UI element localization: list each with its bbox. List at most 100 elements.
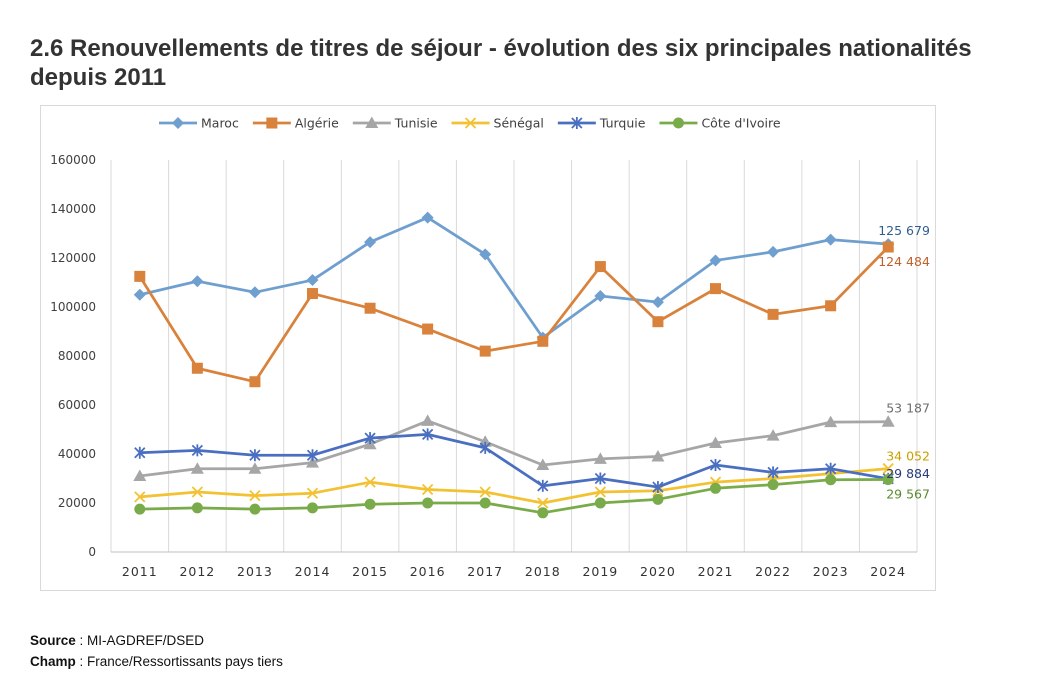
- champ-line: Champ : France/Ressortissants pays tiers: [30, 654, 283, 669]
- data-point: [364, 476, 376, 488]
- data-point: [537, 479, 549, 492]
- data-point: [537, 507, 549, 519]
- series-alg-rie: [134, 241, 894, 388]
- x-tick-label: 2014: [295, 564, 331, 579]
- end-label: 53 187: [886, 401, 930, 416]
- data-point: [134, 446, 146, 459]
- data-point: [594, 497, 606, 509]
- data-point: [307, 288, 318, 300]
- legend-label: Sénégal: [494, 116, 544, 131]
- x-tick-label: 2019: [582, 564, 618, 579]
- data-point: [825, 462, 837, 475]
- legend-label: Algérie: [295, 116, 339, 131]
- y-tick-label: 120000: [50, 251, 96, 265]
- data-point: [306, 487, 319, 499]
- data-point-stroke: [134, 491, 146, 503]
- data-point-stroke: [364, 476, 376, 488]
- data-point: [882, 241, 894, 253]
- data-point: [594, 486, 606, 498]
- legend-item: Tunisie: [352, 116, 438, 131]
- data-point: [364, 498, 376, 510]
- data-point: [479, 248, 492, 261]
- data-point: [191, 502, 203, 514]
- data-point: [594, 261, 606, 273]
- data-point: [824, 415, 838, 428]
- data-point: [249, 376, 261, 388]
- legend-item: Côte d'Ivoire: [659, 116, 781, 131]
- data-point: [710, 482, 721, 494]
- series-line: [138, 433, 890, 489]
- end-label: 124 484: [878, 254, 930, 269]
- data-point: [767, 308, 779, 320]
- legend-label: Turquie: [599, 116, 646, 131]
- data-point: [249, 503, 261, 515]
- data-point: [537, 335, 549, 347]
- x-tick-label: 2013: [237, 564, 273, 579]
- data-point: [248, 462, 262, 474]
- data-point: [134, 270, 146, 282]
- series-c-te-d-ivoire: [134, 474, 894, 519]
- data-point-stroke: [464, 117, 477, 129]
- series-line: [138, 216, 890, 339]
- data-point: [364, 236, 377, 249]
- y-tick-label: 0: [88, 545, 96, 559]
- data-point: [421, 211, 434, 224]
- data-point: [536, 458, 550, 471]
- data-point: [266, 117, 278, 129]
- data-point: [306, 456, 319, 468]
- data-point: [651, 296, 664, 309]
- data-point: [479, 441, 491, 454]
- end-label: 34 052: [886, 449, 930, 464]
- series-tunisie: [133, 414, 895, 482]
- legend-item: Algérie: [252, 116, 339, 131]
- x-tick-label: 2017: [467, 564, 503, 579]
- axes: 0 20000 40000 60000 80000 100000 120000 140000 1…: [50, 153, 917, 579]
- data-point: [190, 462, 204, 474]
- x-tick-label: 2018: [525, 564, 561, 579]
- series-line: [138, 245, 890, 384]
- data-point-stroke: [882, 462, 894, 475]
- series-line: [138, 419, 890, 478]
- data-point: [652, 316, 664, 328]
- data-point: [593, 452, 607, 464]
- legend-item: Maroc: [159, 116, 239, 131]
- x-tick-label: 2024: [870, 564, 906, 579]
- data-point: [882, 462, 894, 475]
- series-line: [138, 478, 890, 515]
- data-point: [422, 323, 434, 335]
- data-point: [422, 483, 434, 496]
- x-tick-label: 2023: [813, 564, 849, 579]
- data-point: [249, 449, 261, 462]
- legend-item: Sénégal: [451, 116, 544, 131]
- x-tick-label: 2021: [698, 564, 734, 579]
- line-chart: Maroc Algérie Tunisie Sénégal Turquie Côte d'…: [50, 116, 930, 580]
- champ-text: France/Ressortissants pays tiers: [87, 654, 283, 669]
- data-point: [248, 286, 261, 299]
- data-point: [172, 117, 184, 129]
- data-point: [652, 481, 664, 494]
- data-point-stroke: [537, 497, 549, 509]
- champ-label: Champ: [30, 654, 76, 669]
- legend-label: Tunisie: [394, 116, 438, 131]
- data-point: [134, 491, 146, 503]
- x-tick-label: 2012: [179, 564, 215, 579]
- x-tick-label: 2020: [640, 564, 676, 579]
- data-point: [767, 466, 779, 479]
- data-point: [421, 414, 435, 426]
- data-point: [672, 117, 684, 129]
- data-point-stroke: [249, 490, 261, 502]
- data-point: [882, 474, 894, 486]
- data-point-stroke: [191, 486, 203, 498]
- data-point: [133, 288, 146, 301]
- legend-label: Côte d'Ivoire: [701, 116, 780, 131]
- y-tick-label: 80000: [58, 349, 96, 363]
- data-point-stroke: [479, 486, 491, 498]
- y-tick-label: 60000: [58, 398, 96, 412]
- source-text: MI-AGDREF/DSED: [87, 633, 205, 648]
- data-point: [709, 436, 722, 448]
- data-point: [594, 289, 607, 302]
- data-point: [133, 469, 147, 482]
- x-tick-label: 2016: [410, 564, 446, 579]
- data-point: [422, 428, 434, 441]
- source-label: Source: [30, 633, 76, 648]
